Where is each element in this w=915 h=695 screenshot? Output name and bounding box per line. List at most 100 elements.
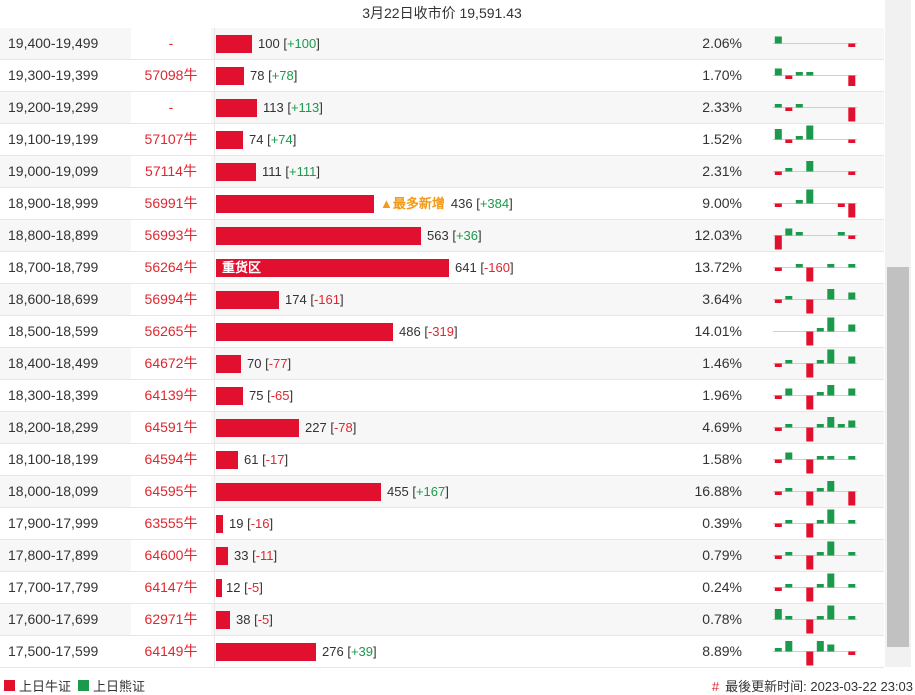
column-divider [214,444,215,475]
price-range: 17,600-17,699 [8,611,99,627]
sparkline-bar [827,349,835,364]
sparkline [773,385,857,410]
sparkline-bar [827,317,835,332]
count-bar [216,451,238,469]
count-info: 276 [+39] [322,644,377,659]
table-row[interactable]: 19,200-19,299 - 113 [+113] 2.33% [0,92,884,124]
price-range: 18,900-18,999 [8,195,99,211]
warrant-code[interactable]: 63555牛 [131,508,211,539]
price-range: 18,500-18,599 [8,323,99,339]
warrant-code[interactable]: 57114牛 [131,156,211,187]
warrant-code[interactable]: 56265牛 [131,316,211,347]
warrant-code[interactable]: 64147牛 [131,572,211,603]
column-divider [214,60,215,91]
warrant-code[interactable]: 64600牛 [131,540,211,571]
sparkline [773,605,857,634]
vertical-scrollbar[interactable] [885,0,911,667]
table-row[interactable]: 18,700-18,799 56264牛 重货区 641 [-160] 13.72% [0,252,884,284]
warrant-code[interactable]: 64149牛 [131,636,211,667]
price-range: 19,300-19,399 [8,67,99,83]
table-row[interactable]: 19,100-19,199 57107牛 74 [+74] 1.52% [0,124,884,156]
warrant-code[interactable]: 56991牛 [131,188,211,219]
warrant-code[interactable]: 56994牛 [131,284,211,315]
count-bar [216,387,243,405]
change-value: +39 [350,644,373,659]
warrant-code[interactable]: 64594牛 [131,444,211,475]
table-row[interactable]: 18,300-18,399 64139牛 75 [-65] 1.96% [0,380,884,412]
table-row[interactable]: 18,000-18,099 64595牛 455 [+167] 16.88% [0,476,884,508]
sparkline-bar [774,609,782,620]
count-info: 75 [-65] [249,388,294,403]
warrant-code[interactable]: 64139牛 [131,380,211,411]
percentage: 0.79% [702,547,742,563]
price-range: 18,800-18,899 [8,227,99,243]
sparkline-bar [806,161,814,172]
percentage: 1.70% [702,67,742,83]
warrant-code[interactable]: 56993牛 [131,220,211,251]
count-info: 61 [-17] [244,452,289,467]
warrant-code[interactable]: 64595牛 [131,476,211,507]
change-value: -77 [268,356,288,371]
count-info: 174 [-161] [285,292,344,307]
sparkline-bar [785,75,793,79]
table-row[interactable]: 19,000-19,099 57114牛 111 [+111] 2.31% [0,156,884,188]
scrollbar-thumb[interactable] [887,267,909,647]
sparkline-bar [774,267,782,271]
table-row[interactable]: 18,200-18,299 64591牛 227 [-78] 4.69% [0,412,884,444]
table-row[interactable]: 18,800-18,899 56993牛 563 [+36] 12.03% [0,220,884,252]
warrant-code[interactable]: 64591牛 [131,412,211,443]
table-row[interactable]: 18,600-18,699 56994牛 174 [-161] 3.64% [0,284,884,316]
sparkline-bar [806,299,814,314]
change-value: +74 [270,132,293,147]
sparkline-bar [806,267,814,282]
price-range: 18,000-18,099 [8,483,99,499]
warrant-code: - [131,28,211,59]
hash-icon: # [711,679,720,694]
count-info: 38 [-5] [236,612,273,627]
sparkline-bar [848,651,856,655]
table-row[interactable]: 17,600-17,699 62971牛 38 [-5] 0.78% [0,604,884,636]
warrant-code[interactable]: 56264牛 [131,252,211,283]
sparkline-bar [785,641,793,652]
table-row[interactable]: 19,400-19,499 - 100 [+100] 2.06% [0,28,884,60]
legend-bull-swatch [4,680,15,691]
sparkline-bar [827,644,835,652]
count-info: 641 [-160] [455,260,514,275]
percentage: 2.06% [702,35,742,51]
table-row[interactable]: 19,300-19,399 57098牛 78 [+78] 1.70% [0,60,884,92]
sparkline-bar [837,232,845,236]
sparkline [773,509,857,538]
sparkline-bar [837,424,845,428]
sparkline-bar [827,456,835,460]
warrant-code[interactable]: 62971牛 [131,604,211,635]
warrant-code[interactable]: 57098牛 [131,60,211,91]
table-row[interactable]: 17,500-17,599 64149牛 276 [+39] 8.89% [0,636,884,668]
change-value: -5 [247,580,260,595]
sparkline-bar [848,356,856,364]
sparkline-bar [848,107,856,122]
count-bar [216,163,256,181]
table-row[interactable]: 18,100-18,199 64594牛 61 [-17] 1.58% [0,444,884,476]
sparkline [773,104,857,122]
change-value: +78 [271,68,294,83]
table-row[interactable]: 18,400-18,499 64672牛 70 [-77] 1.46% [0,348,884,380]
sparkline-bar [806,651,814,666]
table-row[interactable]: 18,500-18,599 56265牛 486 [-319] 14.01% [0,316,884,348]
last-updated: # 最後更新时间: 2023-03-22 23:03 [712,676,913,695]
count-bar [216,643,316,661]
count-info: 563 [+36] [427,228,482,243]
count-value: 12 [226,580,241,595]
price-range: 18,100-18,199 [8,451,99,467]
change-value: +100 [286,36,317,51]
count-bar [216,35,252,53]
warrant-code[interactable]: 57107牛 [131,124,211,155]
warrant-code[interactable]: 64672牛 [131,348,211,379]
table-row[interactable]: 17,900-17,999 63555牛 19 [-16] 0.39% [0,508,884,540]
change-value: -11 [255,548,274,563]
table-row[interactable]: 18,900-18,999 56991牛 ▲最多新增 436 [+384] 9.00% [0,188,884,220]
sparkline-bar [785,107,793,111]
price-range: 18,700-18,799 [8,259,99,275]
sparkline [773,68,857,86]
table-row[interactable]: 17,800-17,899 64600牛 33 [-11] 0.79% [0,540,884,572]
table-row[interactable]: 17,700-17,799 64147牛 12 [-5] 0.24% [0,572,884,604]
